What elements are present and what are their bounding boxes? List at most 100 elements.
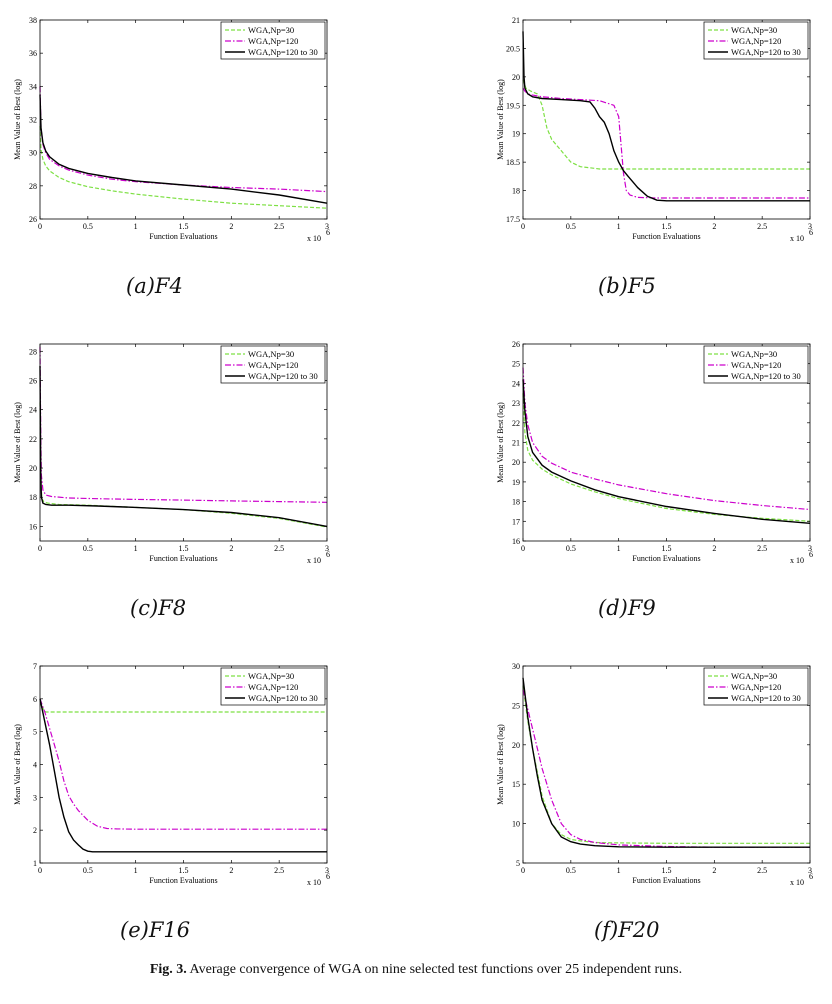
x-tick-label: 1.5 <box>662 866 672 875</box>
y-tick-label: 23 <box>512 399 520 408</box>
series-line-b-0 <box>522 79 810 170</box>
figure-caption-text: Average convergence of WGA on nine selec… <box>189 962 683 977</box>
y-tick-label: 20.5 <box>506 44 520 53</box>
chart-f: 0 0.5 1 1.5 2 2.5 3 5 10 15 20 25 30 Function Evaluat… <box>496 662 813 887</box>
legend-entry-1: WGA,Np=120 <box>731 682 781 692</box>
legend-entry-2: WGA,Np=120 to 30 <box>248 47 318 57</box>
x-tick-label: 2.5 <box>274 866 284 875</box>
y-tick-label: 28 <box>29 182 37 191</box>
series-line-c-2 <box>39 365 328 528</box>
subplot-caption-a: (a)F4 <box>126 274 183 298</box>
y-axis-label: Mean Value of Best (log) <box>13 402 22 483</box>
chart-b: 0 0.5 1 1.5 2 2.5 3 17.5 18 18.5 19 19.5 20 20.5 21 Fun… <box>496 16 813 243</box>
subplot-caption-e: (e)F16 <box>120 918 191 942</box>
x-axis-label: Function Evaluations <box>149 554 217 563</box>
series-line-c-1 <box>39 346 328 503</box>
x-tick-label: 3 <box>325 866 329 875</box>
series-line-f-2 <box>522 677 810 848</box>
y-tick-label: 22 <box>512 419 520 428</box>
x-tick-label: 2.5 <box>274 544 284 553</box>
y-tick-label: 22 <box>29 435 37 444</box>
y-tick-label: 18 <box>512 498 520 507</box>
y-tick-label: 26 <box>29 376 37 385</box>
y-axis-label: Mean Value of Best (log) <box>496 79 505 160</box>
x-tick-label: 0.5 <box>566 866 576 875</box>
x-axis-exponent: 6 <box>809 550 813 559</box>
series-line-a-0 <box>39 126 328 209</box>
subplot-caption-f: (f)F20 <box>594 918 660 942</box>
x-axis-label: Function Evaluations <box>632 554 700 563</box>
x-tick-label: 3 <box>325 544 329 553</box>
x-tick-label: 0 <box>521 222 525 231</box>
legend-entry-0: WGA,Np=30 <box>248 349 294 359</box>
x-tick-label: 1.5 <box>179 544 189 553</box>
y-tick-label: 18.5 <box>506 158 520 167</box>
series-line-c-0 <box>39 402 328 528</box>
series-line-f-0 <box>522 685 810 844</box>
series-line-a-1 <box>39 86 328 193</box>
y-tick-label: 28 <box>29 347 37 356</box>
y-tick-label: 38 <box>29 16 37 25</box>
figure-caption: Fig. 3. Average convergence of WGA on ni… <box>0 962 832 978</box>
y-tick-label: 36 <box>29 49 37 58</box>
legend-entry-0: WGA,Np=30 <box>731 25 777 35</box>
y-tick-label: 2 <box>33 826 37 835</box>
y-axis-label: Mean Value of Best (log) <box>496 724 505 805</box>
x-axis-multiplier: x 10 <box>307 234 321 243</box>
x-tick-label: 0 <box>521 866 525 875</box>
legend-entry-2: WGA,Np=120 to 30 <box>248 371 318 381</box>
figure-caption-label: Fig. 3. <box>149 962 187 977</box>
x-axis-multiplier: x 10 <box>790 878 804 887</box>
chart-e: 0 0.5 1 1.5 2 2.5 3 1 2 3 4 5 6 7 Function Evaluations… <box>13 662 330 887</box>
x-axis-exponent: 6 <box>326 872 330 881</box>
y-tick-label: 17 <box>512 517 520 526</box>
y-tick-label: 10 <box>512 820 520 829</box>
x-tick-label: 2 <box>229 866 233 875</box>
y-tick-label: 4 <box>33 761 37 770</box>
legend-entry-0: WGA,Np=30 <box>731 671 777 681</box>
y-tick-label: 24 <box>512 379 520 388</box>
y-tick-label: 34 <box>29 82 37 91</box>
y-tick-label: 5 <box>33 728 37 737</box>
series-line-b-1 <box>522 87 810 199</box>
x-axis-multiplier: x 10 <box>307 878 321 887</box>
legend-entry-0: WGA,Np=30 <box>731 349 777 359</box>
series-line-f-1 <box>522 689 810 848</box>
y-axis-label: Mean Value of Best (log) <box>13 79 22 160</box>
x-tick-label: 2.5 <box>757 866 767 875</box>
x-tick-label: 2 <box>712 866 716 875</box>
legend-entry-1: WGA,Np=120 <box>248 36 298 46</box>
y-tick-label: 19 <box>512 130 520 139</box>
x-tick-label: 1 <box>617 866 621 875</box>
y-tick-label: 21 <box>512 16 520 25</box>
x-tick-label: 0.5 <box>83 222 93 231</box>
y-tick-label: 7 <box>33 662 37 671</box>
chart-c: 0 0.5 1 1.5 2 2.5 3 16 18 20 22 24 26 28 Function Eval… <box>13 343 330 565</box>
y-tick-label: 20 <box>512 458 520 467</box>
series-line-b-2 <box>522 31 810 202</box>
y-tick-label: 1 <box>33 859 37 868</box>
y-tick-label: 3 <box>33 793 37 802</box>
x-tick-label: 1 <box>617 544 621 553</box>
y-tick-label: 25 <box>512 360 520 369</box>
y-tick-label: 19 <box>512 478 520 487</box>
subplot-caption-c: (c)F8 <box>130 596 187 620</box>
y-tick-label: 6 <box>33 695 37 704</box>
y-tick-label: 24 <box>29 406 37 415</box>
x-tick-label: 2 <box>229 222 233 231</box>
legend-entry-2: WGA,Np=120 to 30 <box>248 693 318 703</box>
legend-entry-2: WGA,Np=120 to 30 <box>731 47 801 57</box>
x-tick-label: 1.5 <box>179 866 189 875</box>
y-tick-label: 17.5 <box>506 215 520 224</box>
x-tick-label: 0 <box>521 544 525 553</box>
y-tick-label: 20 <box>512 741 520 750</box>
x-tick-label: 3 <box>808 222 812 231</box>
x-tick-label: 2 <box>229 544 233 553</box>
x-tick-label: 0.5 <box>83 544 93 553</box>
y-axis-label: Mean Value of Best (log) <box>13 724 22 805</box>
legend-entry-0: WGA,Np=30 <box>248 25 294 35</box>
x-tick-label: 0 <box>38 866 42 875</box>
y-tick-label: 30 <box>512 662 520 671</box>
legend-entry-1: WGA,Np=120 <box>731 36 781 46</box>
